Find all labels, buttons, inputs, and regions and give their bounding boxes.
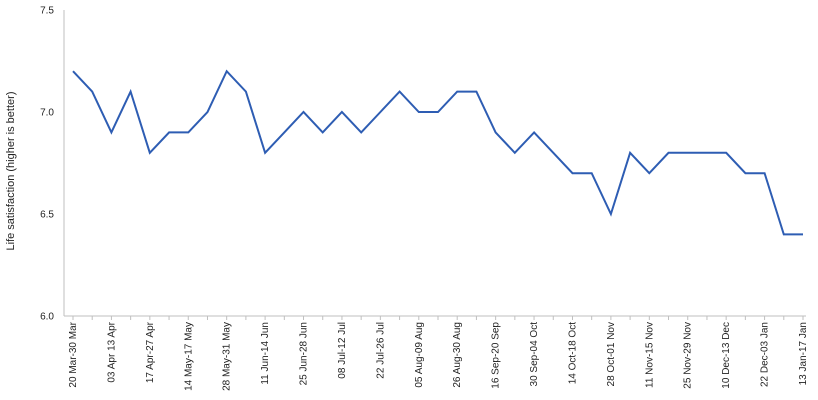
data-point	[668, 152, 670, 154]
data-point	[571, 172, 573, 174]
data-point	[149, 152, 151, 154]
x-tick-label: 28 Oct-01 Nov	[606, 322, 617, 386]
data-point	[552, 152, 554, 154]
data-point	[610, 213, 612, 215]
data-point	[591, 172, 593, 174]
data-point	[264, 152, 266, 154]
y-tick-label: 6.5	[40, 210, 54, 221]
x-tick-label: 08 Jul-12 Jul	[337, 322, 348, 379]
data-point	[648, 172, 650, 174]
data-point	[283, 131, 285, 133]
data-point	[437, 111, 439, 113]
data-point	[110, 131, 112, 133]
data-point	[514, 152, 516, 154]
data-point	[303, 111, 305, 113]
data-point	[360, 131, 362, 133]
x-tick-label: 11 Nov-15 Nov	[644, 322, 655, 388]
data-point	[322, 131, 324, 133]
x-tick-label: 30 Sep-04 Oct	[529, 322, 540, 387]
x-tick-label: 25 Nov-29 Nov	[683, 322, 694, 389]
data-point	[418, 111, 420, 113]
data-point	[399, 91, 401, 93]
data-point	[533, 131, 535, 133]
data-point	[495, 131, 497, 133]
data-point	[226, 70, 228, 72]
data-point	[168, 131, 170, 133]
x-tick-label: 13 Jan-17 Jan	[798, 322, 809, 385]
data-point	[744, 172, 746, 174]
y-tick-label: 7.5	[40, 6, 54, 17]
x-tick-label: 22 Dec-03 Jan	[760, 322, 771, 387]
data-point	[687, 152, 689, 154]
x-axis-ticks: 20 Mar-30 Mar 03 Apr 13 Apr 17 Apr-27 Apr 1…	[68, 316, 809, 391]
x-tick-label: 03 Apr 13 Apr	[106, 321, 117, 382]
x-tick-label: 10 Dec-13 Dec	[721, 322, 732, 389]
series-group	[72, 69, 804, 236]
x-tick-label: 14 Oct-18 Oct	[567, 322, 578, 384]
data-point	[206, 111, 208, 113]
series-line	[72, 69, 803, 236]
y-tick-label: 7.0	[40, 108, 54, 119]
x-tick-label: 20 Mar-30 Mar	[68, 321, 79, 387]
data-point	[379, 111, 381, 113]
data-point	[245, 91, 247, 93]
data-point	[72, 70, 74, 72]
x-tick-label: 25 Jun-28 Jun	[299, 322, 310, 385]
x-tick-label: 11 Jun-14 Jun	[260, 322, 271, 385]
y-tick-label: 6.0	[40, 312, 54, 323]
data-point	[475, 91, 477, 93]
data-point	[725, 152, 727, 154]
x-tick-label: 05 Aug-09 Aug	[414, 322, 425, 388]
data-point	[91, 91, 93, 93]
data-point	[187, 131, 189, 133]
x-tick-label: 16 Sep-20 Sep	[491, 322, 502, 389]
data-point	[629, 152, 631, 154]
data-point	[802, 233, 804, 235]
data-point	[456, 91, 458, 93]
data-point	[706, 152, 708, 154]
x-tick-label: 17 Apr-27 Apr	[145, 321, 156, 383]
x-tick-label: 14 May-17 May	[183, 322, 194, 391]
data-point	[764, 172, 766, 174]
y-axis-ticks: 6.0 6.5 7.0 7.5	[40, 6, 54, 323]
x-tick-label: 28 May-31 May	[222, 322, 233, 391]
data-point	[783, 233, 785, 235]
x-tick-label: 26 Aug-30 Aug	[452, 322, 463, 388]
x-tick-label: 22 Jul-26 Jul	[375, 322, 386, 379]
y-axis-title: Life satisfaction (higher is better)	[5, 92, 17, 251]
data-point	[341, 111, 343, 113]
data-point	[130, 91, 132, 93]
